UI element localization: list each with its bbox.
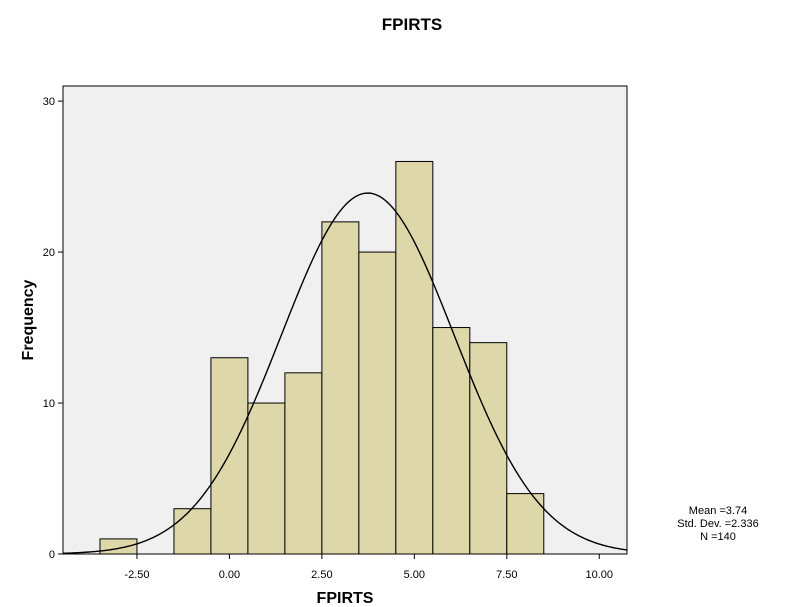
histogram-bar (284, 372, 323, 555)
chart-title: FPIRTS (382, 15, 442, 34)
x-axis-title: FPIRTS (317, 590, 374, 607)
y-tick-label: 30 (43, 96, 55, 108)
histogram-bar (173, 508, 212, 555)
y-axis-title: Frequency (20, 279, 37, 360)
histogram-bar (321, 221, 360, 555)
bars-group (99, 160, 545, 555)
histogram-bar (99, 538, 138, 555)
x-tick-label: -2.50 (124, 569, 149, 581)
x-axis: -2.50 0.00 2.50 5.00 7.50 10.00 (124, 554, 613, 581)
x-tick-label: 7.50 (496, 569, 517, 581)
histogram-bar (358, 251, 397, 555)
x-tick-label: 5.00 (404, 569, 425, 581)
normal-curve-group (62, 192, 628, 554)
y-tick-label: 20 (43, 247, 55, 259)
histogram-bar (247, 402, 286, 555)
x-tick-label: 10.00 (585, 569, 613, 581)
y-tick-label: 0 (49, 549, 55, 561)
histogram-bar (210, 357, 249, 555)
histogram-bar (469, 342, 508, 555)
y-tick-label: 10 (43, 398, 55, 410)
histogram-bar (432, 327, 471, 555)
histogram-bar (506, 493, 545, 555)
std-dev-label: Std. Dev. =2.336 (677, 518, 758, 530)
normal-curve (62, 192, 628, 554)
x-tick-label: 2.50 (311, 569, 332, 581)
mean-label: Mean =3.74 (689, 505, 747, 517)
stats-legend: Mean =3.74 Std. Dev. =2.336 N =140 (677, 505, 758, 543)
n-label: N =140 (700, 531, 736, 543)
histogram-bar (395, 160, 434, 555)
y-axis: 0 10 20 30 (43, 96, 63, 561)
x-tick-label: 0.00 (219, 569, 240, 581)
